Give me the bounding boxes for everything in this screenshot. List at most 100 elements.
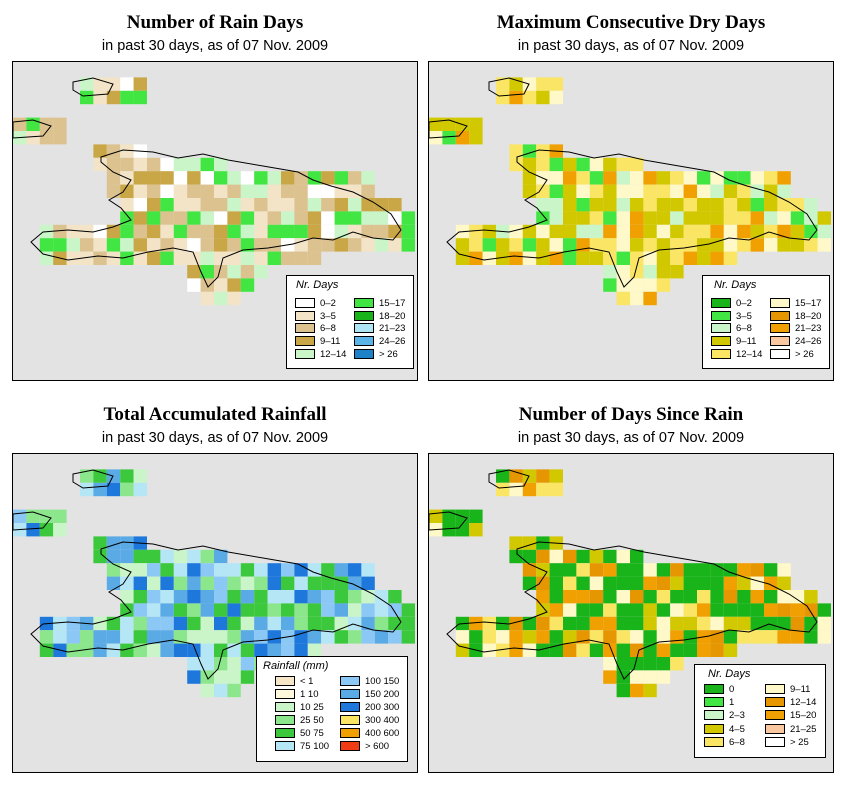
- map-cell: [455, 643, 470, 657]
- map-cell: [576, 251, 590, 265]
- map-cell: [361, 630, 375, 644]
- legend-swatch: [295, 323, 315, 334]
- map-cell: [656, 590, 671, 604]
- map-cell: [509, 238, 523, 252]
- map-cell: [509, 643, 523, 657]
- map-cell: [670, 224, 684, 239]
- map-cell: [160, 590, 174, 604]
- map-cell: [173, 603, 188, 617]
- map-raster: [13, 469, 415, 698]
- map-cell: [187, 657, 201, 671]
- map-cell: [496, 469, 510, 483]
- legend-label: 18–20: [379, 310, 406, 322]
- map-cell: [267, 590, 281, 604]
- map-cell: [200, 238, 214, 252]
- map-cell: [93, 630, 107, 644]
- map-cell: [80, 482, 94, 497]
- map-cell: [616, 657, 630, 671]
- map-cell: [187, 157, 201, 172]
- map-cell: [710, 238, 724, 252]
- map-cell: [656, 171, 671, 185]
- map-cell: [147, 576, 161, 590]
- panel-title: Number of Rain Days: [126, 12, 304, 33]
- map-cell: [630, 184, 644, 198]
- legend-label: 21–23: [795, 323, 822, 335]
- island-outline: [13, 119, 52, 139]
- map-cell: [200, 616, 214, 631]
- map-cell: [281, 171, 295, 185]
- map-cell: [200, 603, 214, 617]
- map-cell: [697, 184, 711, 198]
- map-cell: [455, 238, 470, 252]
- map-cell: [214, 238, 228, 252]
- map-cell: [549, 211, 563, 225]
- map-cell: [200, 251, 214, 265]
- legend-swatch: [275, 728, 295, 738]
- map-cell: [616, 171, 630, 185]
- map-cell: [536, 576, 550, 590]
- map-cell: [187, 670, 201, 684]
- map-cell: [214, 211, 228, 225]
- map-cell: [737, 211, 751, 225]
- map-cell: [549, 590, 563, 604]
- map-cell: [200, 590, 214, 604]
- map-cell: [764, 630, 778, 644]
- map-cell: [603, 171, 617, 185]
- map-cell: [603, 157, 617, 172]
- legend-label: 21–25: [790, 723, 817, 735]
- map-cell: [374, 224, 389, 239]
- map-cell: [670, 616, 684, 631]
- map-cell: [723, 184, 738, 198]
- map-cell: [227, 616, 241, 631]
- map-cell: [496, 90, 510, 105]
- map-cell: [670, 211, 684, 225]
- map-cell: [160, 643, 174, 657]
- map-cell: [240, 198, 255, 212]
- map-cell: [374, 211, 389, 225]
- map-cell: [656, 278, 671, 292]
- map-cell: [133, 616, 147, 631]
- map-cell: [683, 184, 697, 198]
- map-cell: [133, 198, 147, 212]
- map-cell: [66, 630, 80, 644]
- map-cell: [536, 144, 550, 158]
- map-cell: [120, 616, 134, 631]
- map-cell: [160, 171, 174, 185]
- map-cell: [589, 563, 604, 577]
- map-cell: [670, 171, 684, 185]
- map-cell: [630, 198, 644, 212]
- map-cell: [227, 683, 241, 698]
- map-cell: [750, 171, 764, 185]
- legend-title: Rainfall (mm): [263, 660, 329, 672]
- map-cell: [227, 563, 241, 577]
- map-cell: [106, 549, 121, 564]
- map-cell: [683, 603, 697, 617]
- map-cell: [710, 211, 724, 225]
- map-cell: [509, 224, 523, 239]
- map-cell: [281, 198, 295, 212]
- map-cell: [549, 616, 563, 631]
- map-cell: [643, 224, 657, 239]
- map-cell: [603, 184, 617, 198]
- map-cell: [723, 198, 738, 212]
- map-cell: [697, 563, 711, 577]
- map-cell: [80, 630, 94, 644]
- map-cell: [321, 198, 335, 212]
- map-cell: [80, 77, 94, 91]
- map-cell: [603, 616, 617, 631]
- map-cell: [509, 144, 523, 158]
- map-cell: [630, 291, 644, 306]
- map-cell: [616, 198, 630, 212]
- map-cell: [630, 643, 644, 657]
- map-cell: [710, 184, 724, 198]
- map-cell: [737, 171, 751, 185]
- map-cell: [214, 576, 228, 590]
- map-cell: [267, 603, 281, 617]
- legend-label: 200 300: [365, 702, 400, 713]
- map-cell: [603, 211, 617, 225]
- map-cell: [603, 278, 617, 292]
- map-cell: [200, 563, 214, 577]
- map-cell: [240, 616, 255, 631]
- map-cell: [227, 291, 241, 306]
- map-cell: [549, 576, 563, 590]
